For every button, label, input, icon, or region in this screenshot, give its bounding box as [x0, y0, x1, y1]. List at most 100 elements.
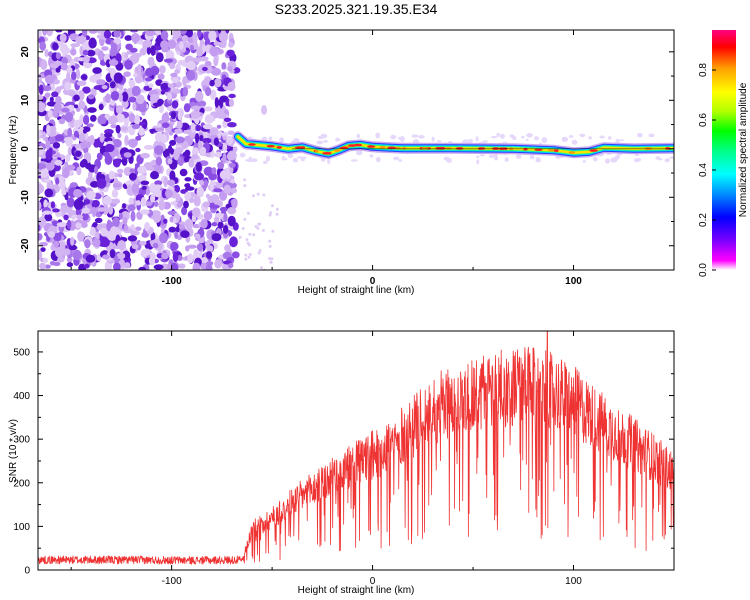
faint-speck: [248, 253, 252, 256]
snr-series: [38, 331, 674, 565]
noise-speck: [211, 67, 222, 76]
noise-speck: [163, 177, 168, 188]
noise-speck: [192, 224, 200, 229]
noise-speck: [129, 172, 137, 181]
noise-speck: [40, 59, 48, 71]
noise-speck: [143, 144, 154, 150]
faint-speck: [431, 136, 435, 142]
noise-speck: [130, 210, 136, 222]
noise-speck: [73, 104, 79, 109]
noise-speck: [170, 242, 179, 251]
noise-speck: [228, 98, 235, 107]
colorbar-tick-label: 0.2: [698, 213, 709, 227]
faint-speck: [251, 158, 258, 163]
noise-speck: [124, 262, 131, 269]
noise-speck: [192, 262, 201, 270]
noise-speck: [134, 165, 139, 176]
noise-speck: [116, 106, 123, 114]
faint-speck: [275, 212, 279, 216]
faint-speck: [390, 134, 397, 140]
noise-speck: [133, 72, 138, 78]
noise-speck: [131, 183, 140, 194]
noise-speck: [149, 93, 160, 104]
noise-speck: [67, 127, 73, 138]
noise-speck: [187, 244, 197, 249]
spectrogram-frame: [37, 29, 675, 271]
noise-speck: [172, 251, 179, 263]
faint-speck: [247, 255, 251, 259]
noise-speck: [177, 156, 184, 166]
faint-speck: [316, 140, 324, 145]
noise-speck: [176, 255, 183, 261]
faint-speck: [664, 158, 670, 163]
noise-speck: [57, 256, 65, 263]
noise-speck: [62, 168, 70, 179]
noise-speck: [103, 30, 112, 39]
noise-speck: [113, 262, 121, 270]
noise-speck: [117, 113, 125, 123]
noise-speck: [105, 93, 111, 104]
signal-peak: [523, 147, 528, 151]
signal-peak: [334, 149, 341, 152]
noise-speck: [80, 74, 88, 80]
noise-speck: [161, 122, 170, 128]
noise-speck: [137, 165, 147, 174]
noise-speck: [108, 205, 114, 215]
noise-speck: [223, 184, 231, 194]
faint-speck: [476, 159, 480, 165]
noise-speck: [194, 233, 201, 239]
noise-speck: [190, 122, 196, 133]
snr-ticks: -100 0 100 0 100 200 300 400 500: [13, 331, 675, 587]
faint-speck: [568, 135, 574, 138]
noise-speck: [135, 226, 142, 232]
noise-speck: [154, 145, 164, 156]
faint-speck: [615, 138, 620, 144]
noise-speck: [144, 201, 153, 207]
noise-speck: [52, 42, 59, 51]
noise-speck: [197, 30, 202, 38]
noise-speck: [48, 56, 53, 66]
noise-speck: [202, 66, 208, 72]
signal-peak: [421, 147, 429, 150]
noise-speck: [179, 41, 184, 50]
faint-speck: [648, 133, 655, 138]
noise-speck: [81, 212, 89, 221]
noise-speck: [43, 199, 48, 209]
noise-speck: [85, 254, 96, 263]
noise-speck: [59, 85, 64, 90]
noise-speck: [80, 222, 88, 228]
noise-speck: [96, 152, 103, 161]
noise-speck: [144, 77, 153, 82]
faint-speck: [475, 136, 479, 142]
noise-speck: [186, 30, 193, 38]
noise-speck: [229, 166, 234, 174]
noise-speck: [110, 199, 121, 204]
noise-speck: [75, 36, 84, 45]
noise-speck: [50, 201, 56, 209]
signal-peak: [568, 151, 576, 154]
noise-speck: [66, 219, 72, 230]
faint-speck: [241, 227, 245, 230]
y-tick-label: 10: [20, 94, 31, 106]
noise-speck: [203, 210, 213, 221]
noise-speck: [97, 30, 102, 34]
noise-speck: [55, 246, 65, 258]
noise-speck: [129, 30, 139, 33]
faint-speck: [376, 156, 381, 163]
noise-speck: [87, 107, 97, 113]
faint-speck: [258, 222, 262, 226]
noise-speck: [192, 207, 201, 218]
signal-peak: [248, 143, 256, 146]
noise-speck: [189, 44, 195, 51]
noise-speck: [230, 187, 237, 194]
noise-speck: [112, 217, 120, 228]
noise-speck: [175, 147, 184, 154]
noise-speck: [141, 185, 147, 190]
noise-speck: [38, 94, 44, 101]
noise-speck: [58, 118, 66, 125]
noise-speck: [131, 123, 140, 130]
faint-speck: [244, 257, 248, 261]
noise-speck: [77, 231, 84, 240]
noise-speck: [42, 85, 52, 92]
